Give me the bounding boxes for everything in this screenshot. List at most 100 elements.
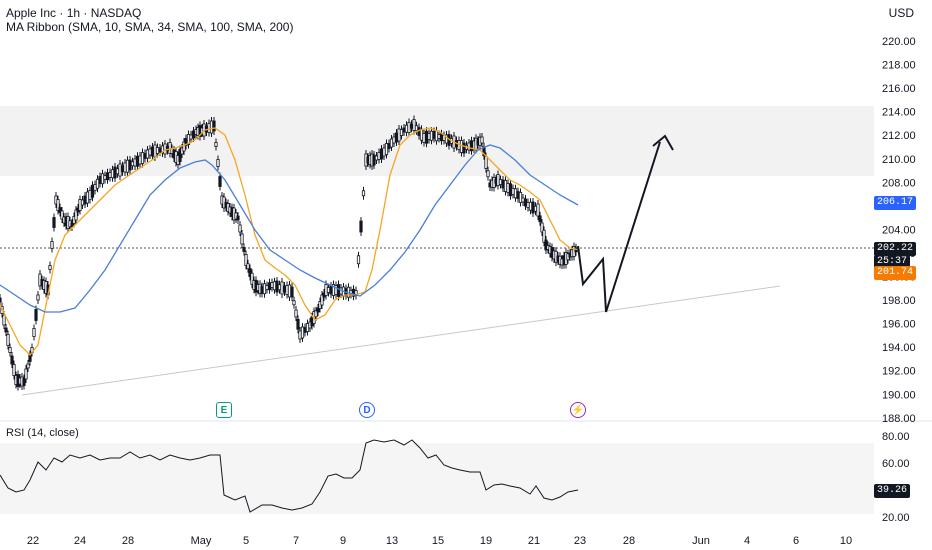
candle-body <box>467 142 471 151</box>
candle-body <box>511 188 515 195</box>
candle-body <box>399 129 404 136</box>
split-marker[interactable]: ⚡ <box>570 402 586 418</box>
price-tick-label: 194.00 <box>882 342 916 354</box>
candle-body <box>6 334 10 346</box>
candle-body <box>108 172 112 178</box>
time-tick-label: 9 <box>340 535 346 547</box>
candle-body <box>238 224 242 233</box>
price-axis[interactable]: 220.00 218.00 216.00 214.00 212.00 210.00 208.… <box>882 36 916 425</box>
candle-body <box>536 203 540 217</box>
candle-body <box>56 199 60 211</box>
candle-body <box>533 205 538 212</box>
time-tick-label: Jun <box>692 535 710 547</box>
time-tick-label: 28 <box>122 535 134 547</box>
last-price-badge: 202.22 <box>874 242 917 256</box>
candle-body <box>125 159 130 173</box>
rsi-title[interactable]: RSI (14, close) <box>6 427 79 439</box>
time-axis[interactable]: 22 24 28 May 5 7 9 13 15 19 21 23 28 Jun 4 6 10 <box>27 535 852 547</box>
candle-body <box>300 326 305 339</box>
candle-body <box>528 201 533 211</box>
candle-body <box>90 184 95 198</box>
price-tick-label: 198.00 <box>882 295 916 307</box>
candle-body <box>128 159 132 171</box>
candle-body <box>429 130 434 141</box>
candle-body <box>186 134 191 145</box>
rsi-band <box>0 443 874 514</box>
candle-body <box>382 147 386 157</box>
candle-body <box>143 153 147 159</box>
candle-body <box>113 166 117 179</box>
price-tick-label: 196.00 <box>882 319 916 331</box>
candle-body <box>216 159 220 167</box>
candle-body <box>501 179 505 189</box>
sma-slow-line <box>0 144 579 313</box>
price-tick-label: 216.00 <box>882 83 916 95</box>
currency-label[interactable]: USD <box>888 6 914 20</box>
candle-body <box>275 280 279 293</box>
candle-body <box>22 378 26 386</box>
candle-body <box>303 327 307 333</box>
candle-body <box>12 364 16 376</box>
projection-path <box>577 141 661 313</box>
projection-arrowhead <box>652 134 674 151</box>
candle-body <box>118 163 122 177</box>
candle-body <box>85 191 90 204</box>
candle-body <box>538 215 542 223</box>
candle-body <box>182 141 186 152</box>
candle-body <box>74 209 78 221</box>
price-tick-label: 192.00 <box>882 366 916 378</box>
candle-body <box>290 286 294 298</box>
candle-body <box>506 183 510 193</box>
candle-body <box>78 199 82 211</box>
candle-body <box>379 148 384 160</box>
candle-body <box>103 175 107 180</box>
time-tick-label: 28 <box>623 535 635 547</box>
candle-body <box>242 247 246 252</box>
candle-body <box>80 199 85 206</box>
rsi-line <box>0 439 579 513</box>
candle-body <box>324 284 328 296</box>
candle-body <box>480 136 484 144</box>
candle-body <box>83 195 87 205</box>
time-tick-label: 7 <box>293 535 299 547</box>
candle-body <box>32 328 36 337</box>
time-tick-label: 15 <box>432 535 444 547</box>
time-tick-label: 21 <box>528 535 540 547</box>
candle-body <box>434 130 439 142</box>
candle-body <box>516 191 520 199</box>
price-tick-label: 210.00 <box>882 154 916 166</box>
candle-body <box>486 170 490 178</box>
candle-body <box>140 152 145 164</box>
indicator-title[interactable]: MA Ribbon (SMA, 10, SMA, 34, SMA, 100, S… <box>6 20 294 34</box>
candle-body <box>296 318 300 330</box>
candle-body <box>145 149 150 159</box>
candle-body <box>100 173 105 185</box>
sma-fast-price-badge: 201.74 <box>874 266 917 280</box>
candle-body <box>2 314 6 326</box>
candle-body <box>287 284 292 298</box>
candle-body <box>523 198 528 207</box>
candle-body <box>52 217 56 228</box>
dividend-marker[interactable]: D <box>359 402 375 418</box>
candle-body <box>93 184 97 191</box>
candle-body <box>305 323 310 332</box>
price-tick-label: 220.00 <box>882 36 916 48</box>
symbol-title[interactable]: Apple Inc · 1h · NASDAQ <box>6 6 142 20</box>
candle-body <box>120 165 125 173</box>
candle-body <box>158 147 162 153</box>
rsi-tick-label: 60.00 <box>882 458 910 470</box>
candle-body <box>336 284 341 297</box>
candle-body <box>214 142 218 147</box>
candle-body <box>24 368 28 380</box>
candle-body <box>320 294 324 306</box>
time-tick-label: 24 <box>74 535 86 547</box>
candle-body <box>277 284 282 291</box>
candle-body <box>404 124 409 133</box>
candle-body <box>98 176 102 184</box>
candle-body <box>135 155 140 167</box>
candle-body <box>282 285 287 293</box>
earnings-marker[interactable]: E <box>216 402 232 418</box>
candle-body <box>168 142 172 154</box>
